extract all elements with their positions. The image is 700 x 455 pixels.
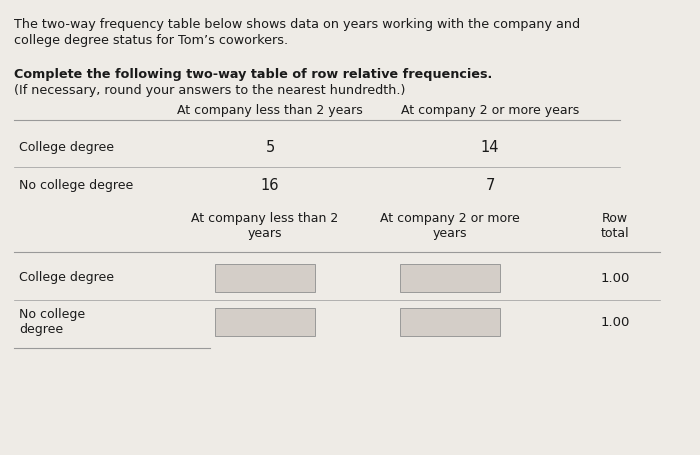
Text: Row
total: Row total [601, 212, 629, 240]
Text: At company less than 2
years: At company less than 2 years [191, 212, 339, 240]
Bar [215, 264, 315, 292]
Text: 14: 14 [481, 141, 499, 156]
Text: 1.00: 1.00 [601, 315, 630, 329]
Text: college degree status for Tom’s coworkers.: college degree status for Tom’s coworker… [14, 34, 288, 47]
Bar [400, 264, 500, 292]
Text: No college degree: No college degree [19, 180, 133, 192]
Text: College degree: College degree [19, 142, 114, 155]
Text: 5: 5 [265, 141, 274, 156]
Text: At company 2 or more years: At company 2 or more years [401, 104, 579, 117]
Text: 7: 7 [485, 178, 495, 193]
Text: No college
degree: No college degree [19, 308, 85, 336]
Text: The two-way frequency table below shows data on years working with the company a: The two-way frequency table below shows … [14, 18, 580, 31]
Text: 16: 16 [260, 178, 279, 193]
Bar [215, 308, 315, 336]
Bar [400, 308, 500, 336]
Text: Complete the following two-way table of row relative frequencies.: Complete the following two-way table of … [14, 68, 492, 81]
Text: 1.00: 1.00 [601, 272, 630, 284]
Text: At company 2 or more
years: At company 2 or more years [380, 212, 520, 240]
Text: (If necessary, round your answers to the nearest hundredth.): (If necessary, round your answers to the… [14, 84, 405, 97]
Text: College degree: College degree [19, 272, 114, 284]
Text: At company less than 2 years: At company less than 2 years [177, 104, 363, 117]
